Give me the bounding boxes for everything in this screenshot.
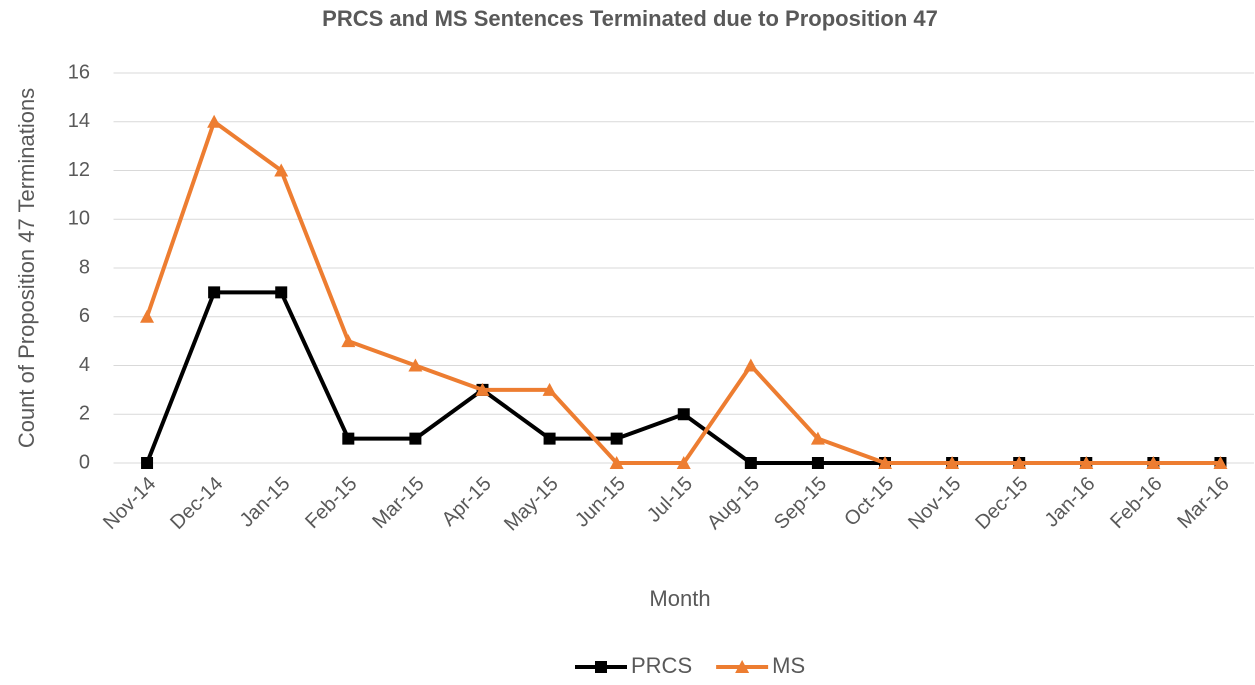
point	[275, 286, 288, 299]
point	[140, 309, 155, 323]
y-tick-label: 10	[68, 208, 90, 230]
legend-label: MS	[772, 653, 805, 678]
y-tick-label: 4	[79, 354, 90, 376]
point	[409, 432, 422, 445]
point	[342, 432, 355, 445]
x-tick-label: Apr-15	[438, 473, 496, 531]
y-tick-label: 0	[79, 451, 90, 473]
x-tick-label: Feb-15	[301, 473, 361, 533]
point	[1213, 456, 1228, 469]
point	[543, 432, 556, 445]
y-tick-label: 8	[79, 256, 90, 278]
point	[810, 431, 825, 445]
point	[610, 432, 623, 445]
point	[676, 456, 691, 469]
legend-marker	[735, 660, 750, 673]
point	[408, 358, 423, 372]
x-tick-label: Dec-14	[166, 473, 227, 534]
point	[1079, 456, 1094, 469]
x-tick-label: Mar-16	[1173, 473, 1233, 533]
point	[475, 382, 490, 396]
x-tick-label: Dec-15	[971, 473, 1032, 534]
x-tick-label: May-15	[500, 473, 563, 536]
x-tick-label: Feb-16	[1106, 473, 1166, 533]
y-tick-label: 6	[79, 305, 90, 327]
series-line	[145, 290, 1221, 465]
point	[141, 457, 154, 469]
legend-marker	[595, 661, 607, 673]
point	[341, 334, 356, 348]
x-tick-label: Mar-15	[368, 473, 428, 533]
y-tick-label: 14	[68, 110, 90, 132]
x-axis-label: Month	[649, 586, 710, 611]
y-axis-label: Count of Proposition 47 Terminations	[14, 88, 39, 448]
point	[1012, 456, 1027, 469]
point	[743, 358, 758, 372]
point	[609, 456, 624, 469]
point	[878, 456, 893, 469]
y-tick-label: 12	[68, 159, 90, 181]
x-tick-label: Jun-15	[571, 473, 630, 532]
x-tick-label: Jan-16	[1041, 473, 1100, 532]
point	[677, 408, 690, 421]
x-tick-label: Jul-15	[643, 473, 697, 527]
x-tick-label: Nov-15	[904, 473, 965, 534]
point	[207, 114, 222, 128]
point	[744, 457, 757, 469]
y-tick-label: 16	[68, 61, 90, 83]
point	[208, 286, 221, 299]
x-tick-label: Nov-14	[99, 473, 160, 534]
x-tick-label: Oct-15	[840, 473, 898, 531]
point	[945, 456, 960, 469]
chart-title: PRCS and MS Sentences Terminated due to …	[322, 6, 938, 31]
x-tick-label: Sep-15	[770, 473, 831, 534]
point	[1146, 456, 1161, 469]
x-tick-label: Jan-15	[236, 473, 295, 532]
point	[542, 382, 557, 396]
point	[274, 163, 289, 177]
y-tick-label: 2	[79, 403, 90, 425]
point	[811, 457, 824, 469]
legend-label: PRCS	[631, 653, 692, 678]
x-tick-label: Aug-15	[703, 473, 764, 534]
